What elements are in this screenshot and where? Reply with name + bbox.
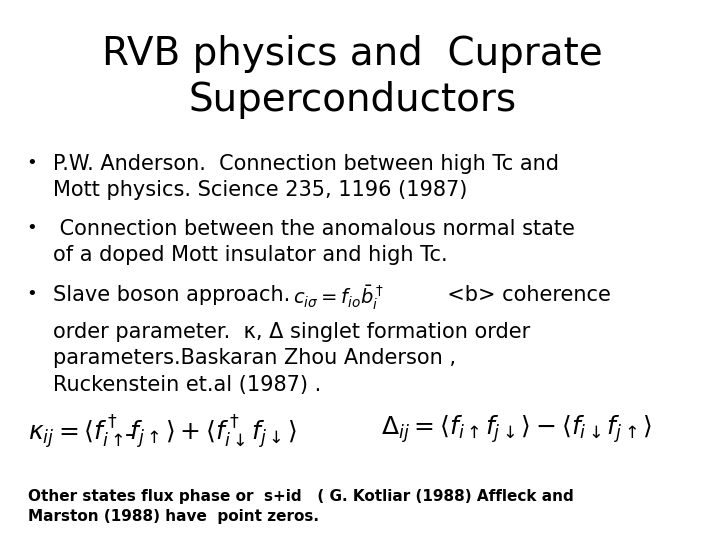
Text: •: • [27,154,37,172]
Text: <b> coherence: <b> coherence [434,285,611,305]
Text: •: • [27,219,37,237]
Text: $c_{i\sigma} = f_{io}\bar{b}^\dagger_i$: $c_{i\sigma} = f_{io}\bar{b}^\dagger_i$ [293,284,384,312]
Text: RVB physics and  Cuprate
Superconductors: RVB physics and Cuprate Superconductors [102,35,603,119]
Text: order parameter.  κ, Δ singlet formation order
parameters.Baskaran Zhou Anderson: order parameter. κ, Δ singlet formation … [53,322,530,395]
Text: Other states flux phase or  s+id   ( G. Kotliar (1988) Affleck and
Marston (1988: Other states flux phase or s+id ( G. Kot… [28,489,574,523]
Text: $\Delta_{ij} = \langle f_{i\uparrow}f_{j\downarrow}\rangle - \langle f_{i\downar: $\Delta_{ij} = \langle f_{i\uparrow}f_{j… [381,413,652,445]
Text: P.W. Anderson.  Connection between high Tc and
Mott physics. Science 235, 1196 (: P.W. Anderson. Connection between high T… [53,154,559,200]
Text: $\kappa_{ij} = \langle f^\dagger_{i\uparrow}\bar{}f_{j\uparrow}\rangle + \langle: $\kappa_{ij} = \langle f^\dagger_{i\upar… [28,413,297,451]
Text: Connection between the anomalous normal state
of a doped Mott insulator and high: Connection between the anomalous normal … [53,219,575,265]
Text: Slave boson approach.: Slave boson approach. [53,285,290,305]
Text: •: • [27,285,37,303]
